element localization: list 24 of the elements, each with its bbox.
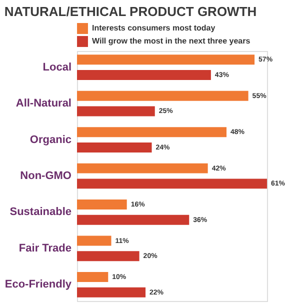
bar [77, 214, 190, 225]
bar [77, 54, 255, 65]
bar [77, 236, 112, 246]
bar [77, 106, 155, 116]
legend-label: Interests consumers most today [92, 24, 216, 32]
y-tick-label: Local [42, 61, 72, 74]
bar [77, 251, 140, 262]
bar [77, 178, 267, 189]
legend-label: Will grow the most in the next three years [92, 36, 251, 46]
bar [77, 163, 208, 174]
bar [77, 90, 248, 101]
y-tick-label: All-Natural [16, 98, 72, 110]
y-tick-label: Organic [30, 134, 72, 146]
y-tick-label: Eco-Friendly [4, 278, 72, 291]
bar [77, 142, 152, 152]
chart-title: NATURAL/ETHICAL PRODUCT GROWTH [4, 4, 257, 19]
bar [77, 200, 127, 210]
y-tick-label: Fair Trade [18, 242, 72, 254]
y-tick-label: Sustainable [10, 206, 72, 218]
bar [77, 287, 146, 298]
bar [77, 127, 227, 138]
bar [77, 272, 108, 282]
bar [77, 70, 211, 80]
y-tick-label: Non-GMO [20, 170, 72, 182]
